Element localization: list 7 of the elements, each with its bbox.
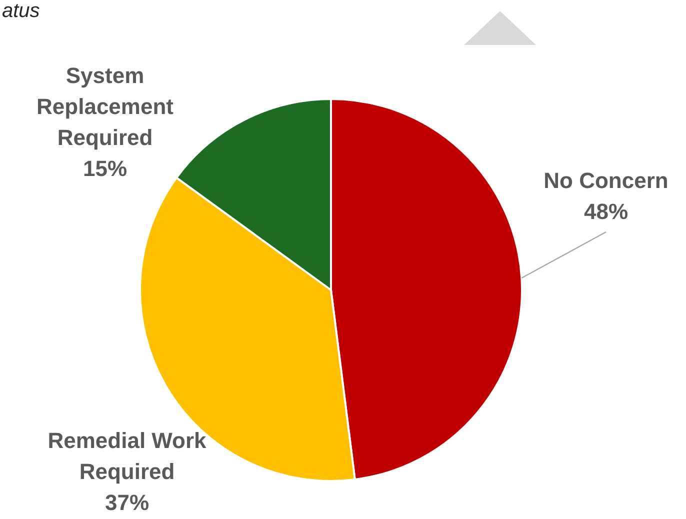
data-label: 37%: [104, 490, 150, 516]
chart-title: atus: [2, 0, 40, 23]
slice-label: No Concern: [544, 168, 668, 194]
data-label: 15%: [82, 156, 128, 182]
slice-label: System Replacement Required: [36, 63, 174, 150]
data-label: 48%: [584, 199, 628, 224]
slice-label: Remedial Work Required: [48, 428, 208, 484]
